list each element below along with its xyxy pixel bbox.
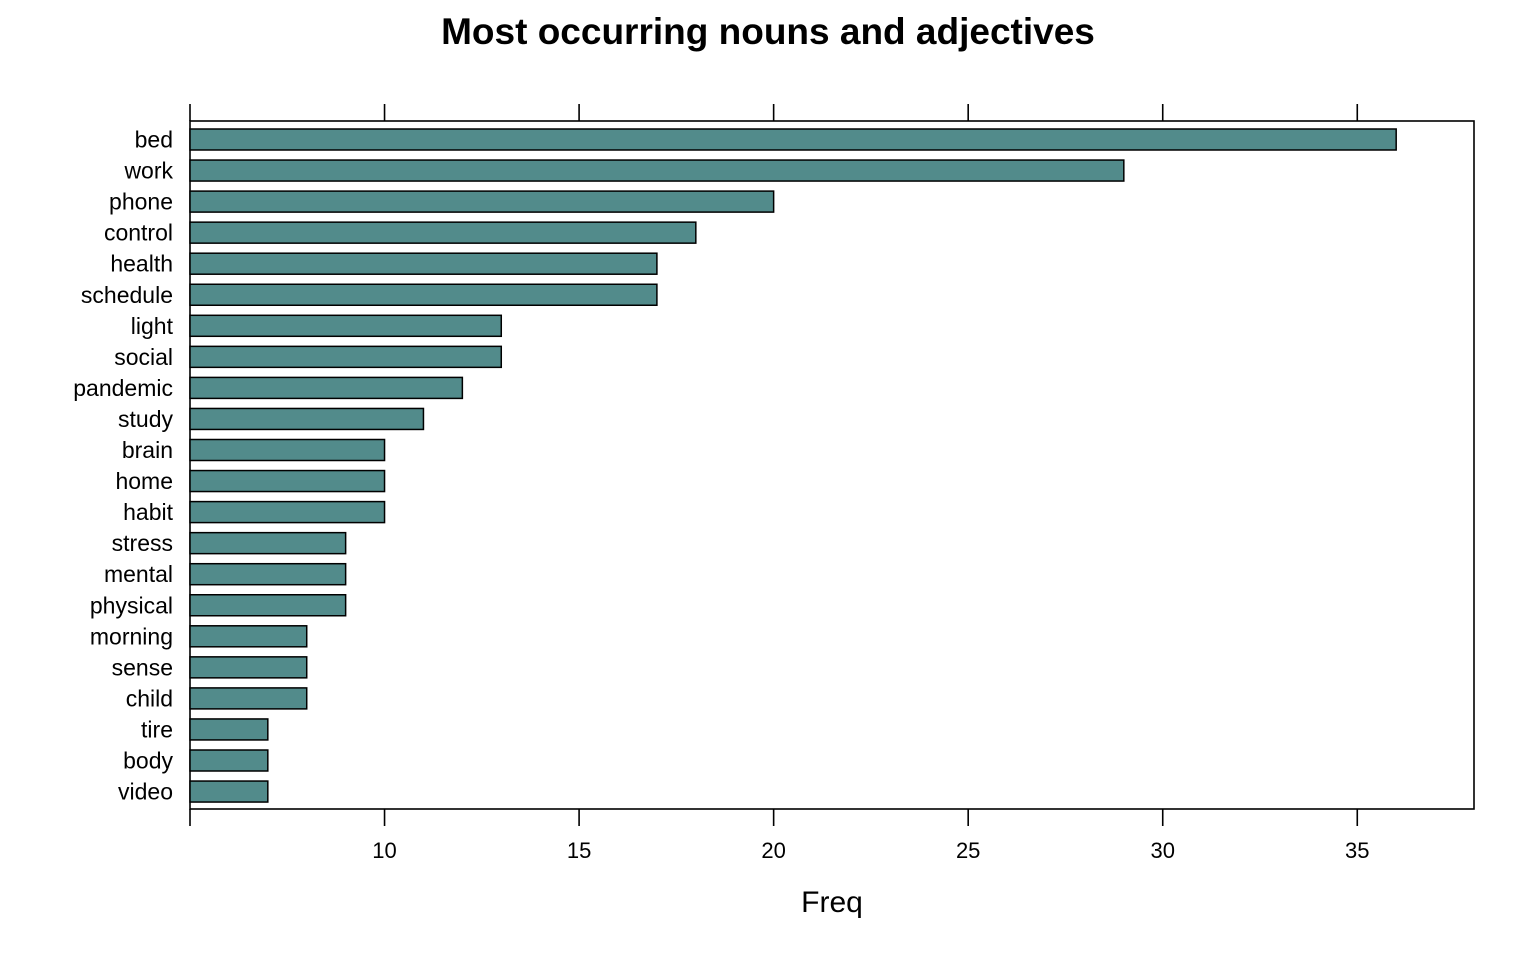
category-labels: bed work phone control health schedule light so… <box>73 127 173 805</box>
category-label-stress: stress <box>112 530 173 556</box>
category-label-sense: sense <box>112 654 173 680</box>
plot-frame <box>189 120 1475 810</box>
category-label-control: control <box>104 220 173 246</box>
category-label-child: child <box>126 685 173 711</box>
bar-pandemic <box>189 376 464 400</box>
bar-brain <box>189 438 386 462</box>
x-tick-label-15: 15 <box>567 838 591 863</box>
bar-sense <box>189 656 308 679</box>
bar-social <box>189 345 503 369</box>
chart-title: Most occurring nouns and adjectives <box>441 11 1095 52</box>
x-tick-label-25: 25 <box>956 838 980 863</box>
category-label-mental: mental <box>104 561 173 587</box>
bar-stress <box>189 531 347 555</box>
bar-work <box>189 159 1125 182</box>
category-label-light: light <box>131 313 174 339</box>
x-tick-label-35: 35 <box>1345 838 1369 863</box>
bar-physical <box>189 594 347 617</box>
category-label-habit: habit <box>123 499 173 525</box>
bar-home <box>189 469 386 493</box>
x-tick-label-30: 30 <box>1150 838 1174 863</box>
x-tick-label-20: 20 <box>761 838 785 863</box>
category-label-pandemic: pandemic <box>73 375 173 401</box>
bar-control <box>189 221 697 244</box>
x-axis-label: Freq <box>801 886 863 919</box>
bar-body <box>189 749 269 772</box>
category-label-home: home <box>115 468 173 494</box>
bar-morning <box>189 625 308 648</box>
x-axis-tick-labels: 10 15 20 25 30 35 <box>372 838 1369 863</box>
category-label-phone: phone <box>109 189 173 215</box>
category-label-brain: brain <box>122 437 173 463</box>
bar-bed <box>189 128 1397 151</box>
bar-health <box>189 252 658 275</box>
category-label-study: study <box>118 406 173 432</box>
bars-layer <box>189 128 1397 803</box>
bar-mental <box>189 562 347 586</box>
category-label-health: health <box>110 251 173 277</box>
bar-habit <box>189 500 386 524</box>
category-label-schedule: schedule <box>81 282 173 308</box>
bar-tire <box>189 718 269 741</box>
category-label-tire: tire <box>141 716 173 742</box>
x-tick-label-10: 10 <box>372 838 396 863</box>
category-label-body: body <box>123 748 173 774</box>
category-label-video: video <box>118 779 173 805</box>
x-axis-ticks <box>189 104 1359 826</box>
bar-phone <box>189 190 775 213</box>
bar-study <box>189 407 425 431</box>
category-label-bed: bed <box>135 127 173 153</box>
bar-video <box>189 780 269 803</box>
bar-child <box>189 687 308 710</box>
bar-schedule <box>189 283 658 306</box>
category-label-work: work <box>123 158 173 184</box>
category-label-physical: physical <box>90 592 173 618</box>
category-label-social: social <box>114 344 173 370</box>
category-label-morning: morning <box>90 623 173 649</box>
bar-light <box>189 314 503 338</box>
